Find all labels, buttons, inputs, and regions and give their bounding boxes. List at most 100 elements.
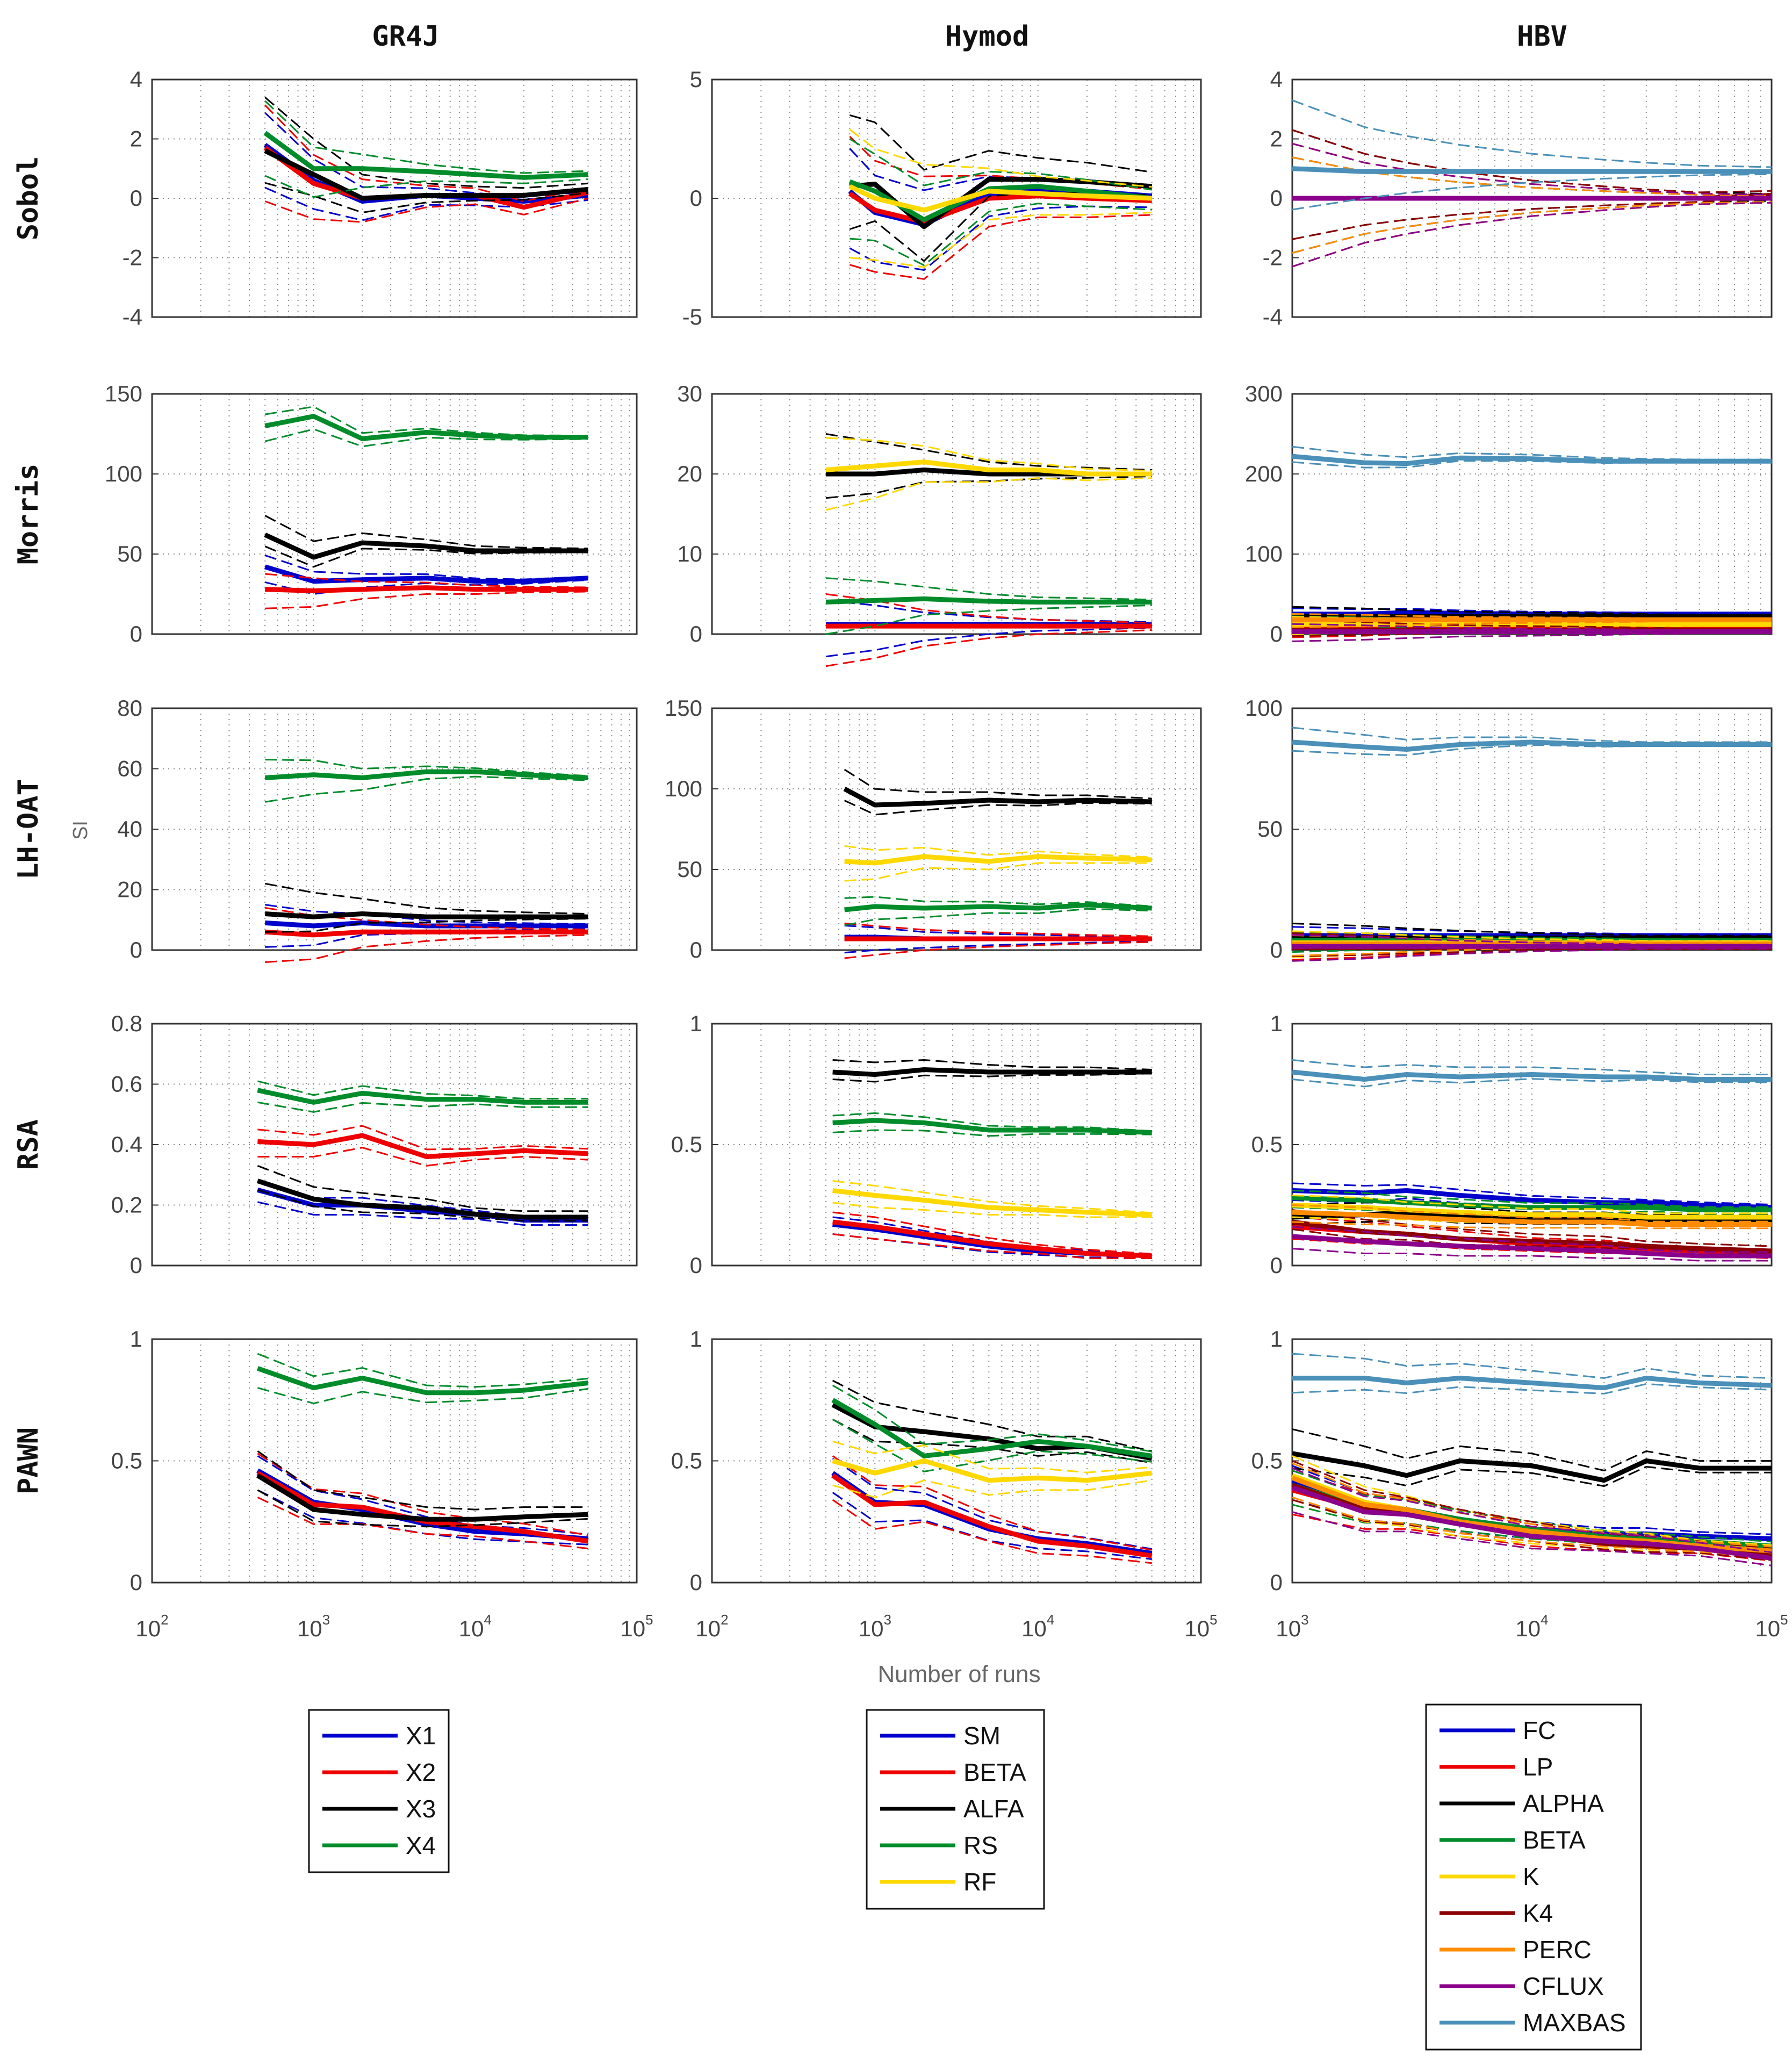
series-line-beta xyxy=(1292,1195,1772,1212)
ci-upper-rf xyxy=(832,1440,1152,1473)
ci-upper-maxbas xyxy=(1292,1353,1772,1379)
ci-upper-x2 xyxy=(264,104,588,203)
y-tick-label: 0.5 xyxy=(111,1448,142,1473)
ci-upper-alfa xyxy=(825,433,1152,471)
series-line-alfa xyxy=(849,177,1153,229)
series-line-x4 xyxy=(263,131,588,180)
y-axis-label: SI xyxy=(69,821,92,840)
series-line-rf xyxy=(848,184,1152,213)
ci-upper-rf xyxy=(825,437,1152,472)
ci-upper-x3 xyxy=(257,1164,588,1212)
panel-rsa-hymod: 10.50 xyxy=(671,1011,1202,1278)
y-tick-label: 0 xyxy=(1270,937,1283,962)
ci-lower-beta xyxy=(832,1499,1152,1564)
y-tick-label: 100 xyxy=(1245,695,1283,721)
y-tick-label: 0 xyxy=(690,185,702,211)
ci-lower-beta xyxy=(825,629,1152,667)
ci-upper-perc xyxy=(1292,1204,1772,1223)
ci-upper-cflux xyxy=(1292,1226,1772,1253)
column-title-hymod: Hymod xyxy=(945,20,1030,53)
series-line-rf xyxy=(832,1188,1152,1217)
ci-upper-x3 xyxy=(264,882,588,915)
y-tick-label: 1 xyxy=(690,1011,702,1036)
series-line-alpha xyxy=(1292,1451,1772,1483)
x-tick-label: 103 xyxy=(859,1612,891,1641)
series-line-beta xyxy=(831,1473,1153,1558)
panel-lh-oat-hbv: 100 50 0 xyxy=(1245,695,1773,962)
ci-lower-rf xyxy=(832,1202,1152,1218)
series-line-x2 xyxy=(265,585,588,593)
ci-lower-sm xyxy=(825,627,1152,658)
ci-upper-x4 xyxy=(257,1353,588,1388)
ci-upper-x2 xyxy=(265,573,588,588)
row-title-morris: Morris xyxy=(12,464,45,565)
ci-upper-rs xyxy=(825,577,1152,601)
ci-upper-beta xyxy=(844,922,1152,937)
y-tick-label: 100 xyxy=(665,776,702,801)
y-tick-label: 0 xyxy=(130,937,142,962)
y-tick-label: 4 xyxy=(1270,67,1283,92)
y-tick-label: 30 xyxy=(677,381,702,406)
y-tick-label: 2 xyxy=(130,126,142,152)
legend-label-rf: RF xyxy=(963,1868,996,1896)
ci-upper-alfa xyxy=(832,1379,1153,1452)
y-tick-label: 1 xyxy=(1270,1011,1283,1036)
ci-lower-x2 xyxy=(265,591,588,609)
y-tick-label: 1 xyxy=(130,1326,142,1352)
ci-upper-sm xyxy=(849,148,1152,191)
series-line-maxbas xyxy=(1292,166,1772,174)
y-tick-label: 0 xyxy=(690,621,702,646)
ci-lower-x3 xyxy=(257,1189,588,1222)
ci-lower-rs xyxy=(850,203,1152,267)
x-tick-label: 102 xyxy=(135,1612,168,1641)
y-tick-label: 0 xyxy=(130,621,142,646)
ci-lower-sm xyxy=(832,1492,1152,1560)
series-line-rf xyxy=(825,459,1152,477)
ci-upper-maxbas xyxy=(1292,1059,1772,1075)
x-tick-label: 105 xyxy=(1755,1612,1788,1641)
y-tick-label: 2 xyxy=(1270,126,1283,152)
ci-lower-k4 xyxy=(1292,197,1772,240)
ci-lower-lp xyxy=(1292,1513,1772,1562)
y-tick-label: 0.5 xyxy=(1251,1448,1283,1473)
y-tick-label: 0 xyxy=(130,1570,142,1595)
ci-lower-x4 xyxy=(257,1101,588,1113)
ci-lower-maxbas xyxy=(1292,1078,1772,1088)
ci-lower-perc xyxy=(1292,201,1772,254)
axes-frame xyxy=(711,393,1202,635)
y-tick-label: 0 xyxy=(1270,1570,1283,1595)
ci-lower-cflux xyxy=(1292,1511,1772,1566)
series-line-rs xyxy=(831,1398,1153,1458)
ci-lower-x4 xyxy=(264,175,588,198)
y-tick-label: 100 xyxy=(1245,541,1283,566)
ci-upper-x4 xyxy=(265,759,588,777)
ci-lower-x4 xyxy=(257,1387,588,1405)
series-line-cflux xyxy=(1292,1234,1772,1259)
series-line-x3 xyxy=(264,911,588,919)
y-tick-label: 0.4 xyxy=(111,1132,142,1157)
ci-upper-fc xyxy=(1292,1182,1772,1206)
ci-upper-x2 xyxy=(257,1453,588,1536)
y-tick-label: -4 xyxy=(123,304,142,329)
series-line-x4 xyxy=(264,769,588,780)
ci-upper-rs xyxy=(832,1384,1152,1453)
ci-upper-sm xyxy=(844,924,1152,938)
series-line-maxbas xyxy=(1292,1069,1772,1082)
y-tick-label: 80 xyxy=(117,695,142,721)
ci-lower-beta xyxy=(849,214,1152,280)
panel-morris-gr4j: 150 100 50 0 xyxy=(105,381,638,646)
x-tick-label: 104 xyxy=(1515,1612,1548,1641)
legend-label-k4: K4 xyxy=(1523,1899,1553,1927)
x-axis-label: Number of runs xyxy=(877,1661,1040,1687)
y-tick-label: 150 xyxy=(665,695,702,721)
ci-lower-x3 xyxy=(265,918,588,933)
y-tick-label: 0 xyxy=(1270,1253,1283,1278)
y-tick-label: 20 xyxy=(677,461,702,486)
ci-lower-k4 xyxy=(1292,1228,1772,1255)
series-line-beta xyxy=(832,1219,1152,1259)
series-line-x4 xyxy=(257,1088,588,1105)
ci-lower-x2 xyxy=(264,197,588,223)
ci-lower-x3 xyxy=(264,182,588,214)
y-tick-label: 0 xyxy=(690,1570,702,1595)
